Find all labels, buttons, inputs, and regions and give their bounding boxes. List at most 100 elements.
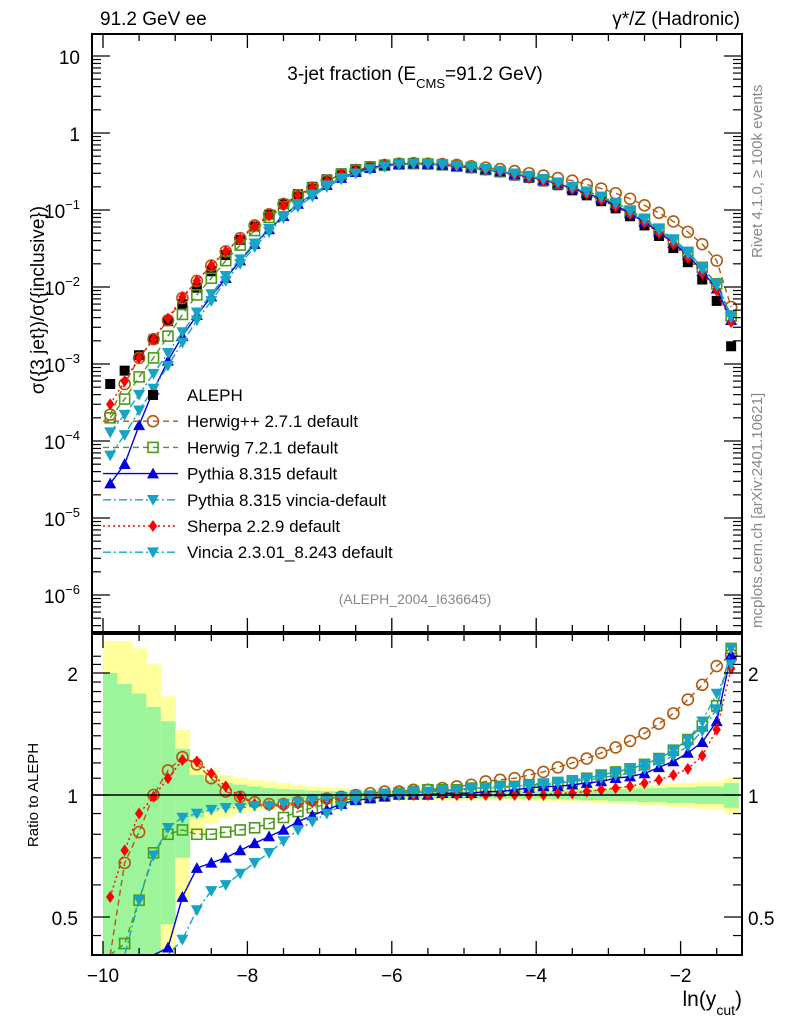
series-vincia (104, 158, 738, 439)
ratio-data-point (609, 741, 622, 754)
data-point (293, 189, 303, 202)
ratio-y-tick-label-left: 0.5 (52, 909, 78, 930)
legend-label: Pythia 8.315 default (187, 465, 338, 484)
ratio-data-point (277, 823, 290, 835)
series-line (109, 162, 732, 484)
ratio-data-point (192, 755, 202, 768)
data-point (133, 371, 145, 383)
series-line (109, 162, 732, 415)
ratio-data-point (277, 811, 290, 824)
data-point (378, 161, 391, 173)
y-tick-label: 10−2 (44, 274, 80, 300)
data-point (176, 327, 189, 339)
ratio-data-point (277, 799, 290, 811)
ratio-data-point (640, 777, 649, 790)
y-tick-label: 10 (59, 48, 80, 69)
data-point (667, 215, 680, 228)
header-right-label: γ*/Z (Hadronic) (612, 9, 740, 30)
data-point (595, 191, 608, 203)
rivet-label: Rivet 4.1.0, ≥ 100k events (749, 85, 766, 258)
y-tick-label-base: 10 (44, 356, 65, 377)
legend-label: Herwig++ 2.7.1 default (187, 412, 358, 431)
ratio-y-tick-label-right: 0.5 (748, 909, 774, 930)
ratio-data-point (234, 868, 247, 880)
x-tick-label: −4 (525, 966, 547, 987)
data-point (537, 173, 550, 185)
band-inner-bin (189, 775, 205, 818)
ratio-data-point (594, 746, 608, 760)
ratio-data-point (132, 825, 146, 839)
ratio-data-point (163, 772, 173, 785)
ratio-data-point (161, 941, 174, 953)
data-point (623, 192, 637, 206)
ratio-data-point (710, 688, 723, 700)
ratio-series-vincia (110, 659, 738, 956)
y-tick-label: 10−3 (44, 351, 80, 377)
data-point (652, 206, 666, 220)
ratio-y-tick-label-right: 1 (748, 787, 759, 808)
data-point (681, 246, 694, 258)
data-point (118, 409, 131, 421)
ratio-data-point (624, 764, 637, 775)
data-point (106, 398, 115, 411)
data-point (609, 197, 622, 209)
ratio-data-point (161, 822, 174, 834)
ratio-data-point (652, 717, 666, 730)
ratio-y-axis-label: Ratio to ALEPH (25, 743, 42, 847)
ratio-data-point (710, 704, 723, 716)
data-point (118, 430, 131, 441)
x-axis-label: ln(ycut) (682, 988, 742, 1018)
ratio-data-point (176, 891, 189, 902)
legend-item-aleph: ALEPH (148, 386, 243, 405)
x-axis-label-main: ln(y (682, 988, 716, 1011)
ratio-data-point (623, 734, 637, 748)
data-point (190, 315, 203, 327)
ratio-data-point (508, 781, 521, 793)
data-point (479, 164, 492, 176)
ratio-data-point (118, 856, 131, 870)
y-tick-label-exponent: −4 (65, 428, 80, 443)
data-point (624, 205, 637, 216)
ratio-data-point (553, 787, 563, 800)
x-axis-label-sub: cut (716, 1002, 735, 1018)
x-tick-label: −10 (87, 966, 119, 987)
y-tick-label-base: 10 (44, 510, 65, 531)
data-point (104, 427, 117, 439)
data-point (161, 360, 174, 372)
ratio-data-point (725, 659, 738, 671)
ratio-data-point (118, 937, 131, 950)
ratio-data-point (596, 783, 606, 796)
ratio-data-point (421, 786, 434, 798)
plot-title-main: 3-jet fraction (E (287, 64, 416, 85)
ratio-data-point (667, 745, 680, 757)
y-tick-label-exponent: −3 (65, 351, 80, 366)
x-tick-label: −8 (237, 966, 259, 987)
band-inner-bin (131, 693, 147, 955)
ratio-data-point (234, 802, 247, 814)
ratio-data-point (667, 750, 680, 762)
legend-item-sherpa: Sherpa 2.2.9 default (103, 517, 340, 536)
main-panel-series (103, 156, 738, 489)
series-herwig7 (104, 157, 737, 424)
ratio-data-point (234, 844, 247, 856)
header-left-label: 91.2 GeV ee (100, 9, 207, 30)
legend-marker (147, 467, 159, 479)
y-tick-label: 10−4 (44, 428, 80, 454)
ratio-data-point (696, 716, 709, 728)
ratio-data-point (568, 787, 577, 800)
band-inner-bin (146, 706, 162, 955)
data-point (133, 405, 146, 417)
ratio-data-point (178, 754, 187, 767)
data-point (248, 238, 261, 250)
data-point (695, 237, 709, 251)
ratio-data-point (625, 780, 635, 793)
data-point (580, 186, 593, 198)
ratio-data-point (248, 821, 261, 834)
data-point (638, 213, 651, 225)
ratio-data-point (698, 749, 707, 762)
ratio-data-point (407, 786, 420, 798)
ratio-data-point (393, 788, 406, 800)
ratio-data-point (277, 836, 290, 848)
ratio-data-point (696, 736, 709, 747)
ratio-data-point (537, 765, 550, 779)
